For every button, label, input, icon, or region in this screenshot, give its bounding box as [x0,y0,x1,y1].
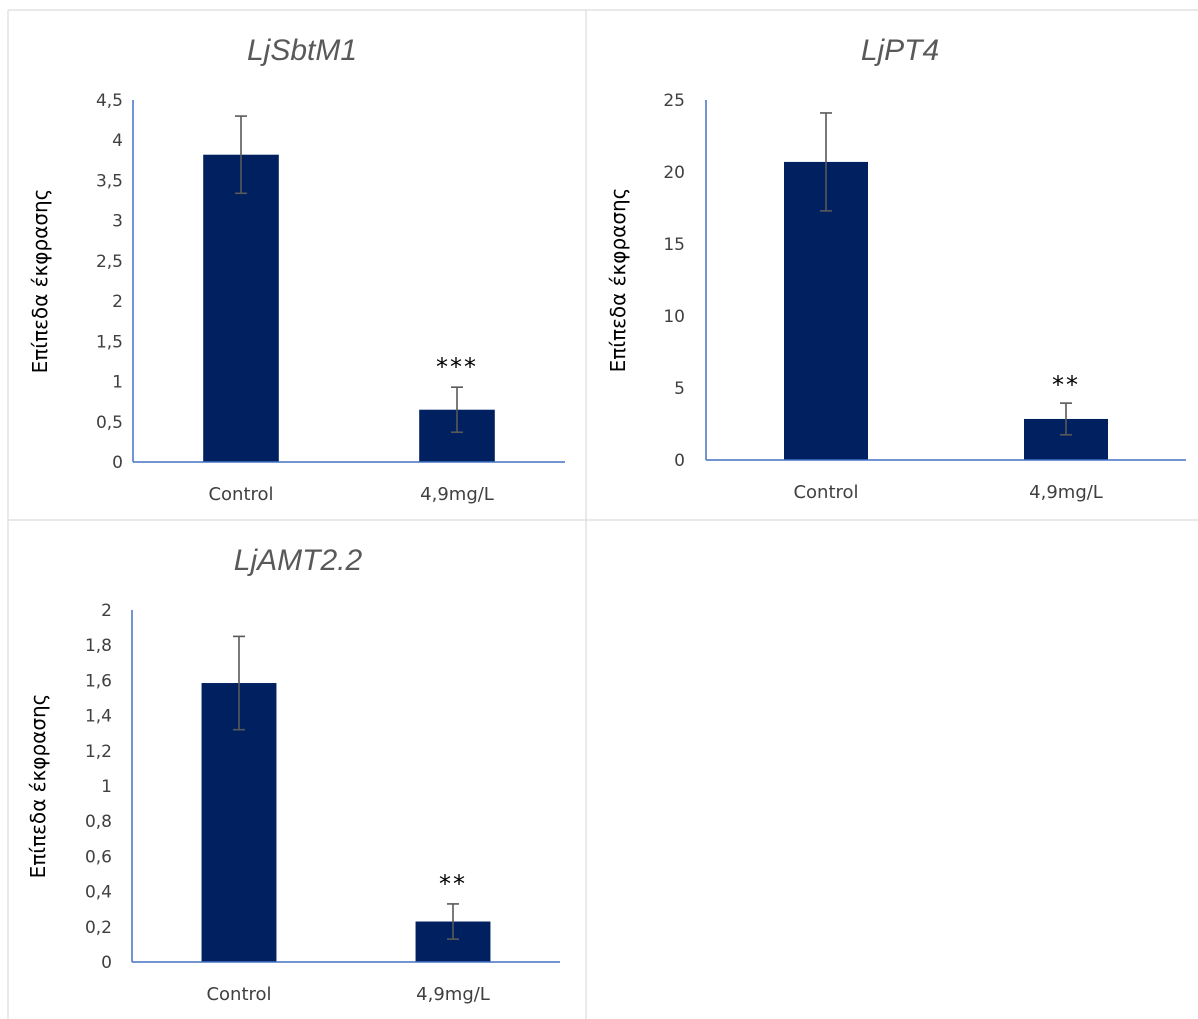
y-tick-label: 0 [674,451,685,471]
y-tick-label: 3,5 [96,171,123,191]
chart-panel-ljpt4: LjPT4 0 5 10 15 20 25 Επίπεδα έκφρασης Control *… [588,12,1196,518]
chart-ljpt4: LjPT4 0 5 10 15 20 25 Επίπεδα έκφρασης Control *… [606,34,1186,503]
significance-marker: ** [1052,371,1080,399]
y-tick-label: 1,6 [85,671,112,691]
significance-marker: ** [439,870,467,898]
y-tick-label: 0 [101,953,112,973]
y-tick-label: 0,5 [96,413,123,433]
y-tick-label: 0 [112,453,123,473]
bar [203,154,279,463]
y-tick-label: 0,8 [85,812,112,832]
y-tick-label: 3 [112,212,123,232]
y-axis-label: Επίπεδα έκφρασης [606,188,630,373]
y-tick-label: 0,4 [85,883,112,903]
chart-ljamt22: LjAMT2.2 0 0,2 0,4 0,6 0,8 1 1,2 1,4 1,6 1,8 2 Επίπ… [26,544,560,1005]
y-tick-label: 4,5 [96,91,123,111]
y-tick-label: 4 [112,131,123,151]
x-category-label: 4,9mg/L [420,484,494,505]
y-tick-label: 1,8 [85,636,112,656]
y-axis-label: Επίπεδα έκφρασης [28,189,52,374]
y-tick-label: 2 [101,601,112,621]
chart-title: LjPT4 [861,34,939,67]
significance-marker: *** [436,353,478,381]
chart-title: LjSbtM1 [247,34,357,67]
x-category-label: Control [793,482,858,503]
y-tick-label: 2 [112,292,123,312]
x-category-label: Control [208,484,273,505]
y-tick-label: 1,4 [85,707,112,727]
y-axis-label: Επίπεδα έκφρασης [26,694,50,879]
chart-panel-ljsbtm1: LjSbtM1 0 0,5 1 1,5 2 2,5 3 3,5 4 4,5 Επίπεδα έκφρ… [10,12,584,518]
y-tick-label: 1 [112,373,123,393]
x-category-label: 4,9mg/L [1029,482,1103,503]
y-tick-label: 0,6 [85,847,112,867]
chart-ljsbtm1: LjSbtM1 0 0,5 1 1,5 2 2,5 3 3,5 4 4,5 Επίπεδα έκφρ… [28,34,565,505]
y-tick-label: 1 [101,777,112,797]
chart-panel-ljamt22: LjAMT2.2 0 0,2 0,4 0,6 0,8 1 1,2 1,4 1,6 1,8 2 Επίπ… [10,522,584,1019]
y-tick-label: 15 [663,235,685,255]
y-tick-label: 10 [663,307,685,327]
x-category-label: 4,9mg/L [416,984,490,1005]
y-tick-label: 2,5 [96,252,123,272]
x-category-label: Control [206,984,271,1005]
y-tick-label: 1,2 [85,742,112,762]
y-tick-label: 25 [663,91,685,111]
chart-title: LjAMT2.2 [234,544,363,577]
y-tick-label: 1,5 [96,332,123,352]
y-tick-label: 5 [674,379,685,399]
y-tick-label: 20 [663,163,685,183]
y-tick-label: 0,2 [85,918,112,938]
